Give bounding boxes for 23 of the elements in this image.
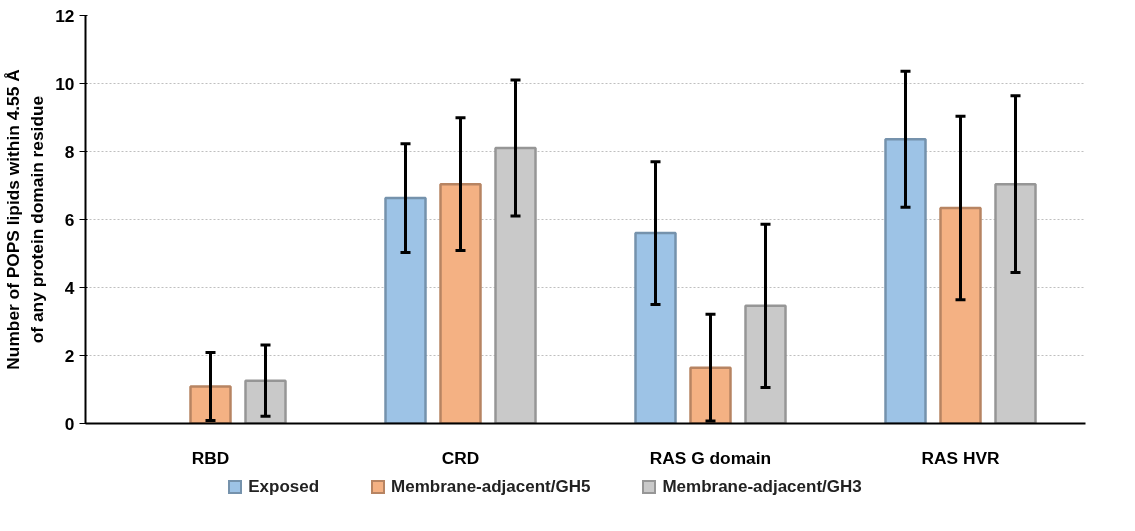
bar (189, 385, 232, 424)
legend-label: Membrane-adjacent/GH5 (391, 476, 591, 498)
x-tick-label: RAS HVR (921, 447, 1000, 468)
y-tick-label: 4 (64, 277, 75, 298)
x-tick-label: RAS G domain (649, 447, 772, 468)
bar (244, 379, 287, 424)
legend-label: Membrane-adjacent/GH3 (662, 476, 862, 498)
y-tick-label: 0 (64, 413, 75, 434)
bar (634, 231, 677, 424)
legend-label: Exposed (248, 476, 320, 498)
y-tick-label: 10 (55, 73, 75, 94)
bar (689, 366, 732, 424)
y-tick-label: 12 (55, 5, 75, 26)
x-tick-label: CRD (441, 447, 480, 468)
y-tick-label: 8 (64, 141, 75, 162)
bar (884, 138, 927, 424)
bar (939, 206, 982, 424)
bar (384, 196, 427, 424)
y-tick-label: 6 (64, 209, 75, 230)
bar (439, 182, 482, 424)
y-axis-title: Number of POPS lipids within 4.55 Å of any protein domain residue (3, 68, 48, 370)
y-tick-label: 2 (64, 345, 75, 366)
x-tick-label: RBD (191, 447, 230, 468)
